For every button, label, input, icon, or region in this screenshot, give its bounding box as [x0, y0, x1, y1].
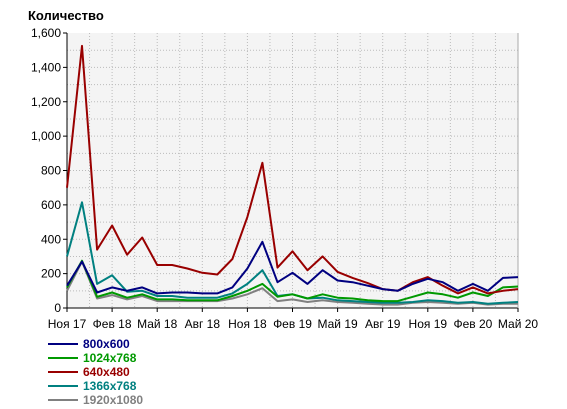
- y-tick-label: 400: [41, 232, 61, 246]
- x-tick-label: Ноя 17: [48, 317, 87, 331]
- legend-label-1366x768: 1366x768: [83, 379, 137, 393]
- legend-label-1920x1080: 1920x1080: [83, 393, 144, 407]
- legend-item-1024x768: 1024x768: [48, 351, 143, 365]
- y-tick-label: 800: [41, 164, 61, 178]
- legend-swatch-640x480: [48, 371, 78, 373]
- y-tick-label: 1,200: [31, 95, 61, 109]
- series-line-800x600: [66, 240, 519, 295]
- legend-label-640x480: 640x480: [83, 365, 130, 379]
- legend-swatch-1920x1080: [48, 399, 78, 401]
- legend-swatch-800x600: [48, 343, 78, 345]
- legend-swatch-1366x768: [48, 385, 78, 387]
- legend-label-1024x768: 1024x768: [83, 351, 137, 365]
- x-tick-label: Фев 19: [273, 317, 312, 331]
- y-tick-label: 600: [41, 198, 61, 212]
- x-tick-label: Ноя 18: [228, 317, 267, 331]
- x-tick-label: Май 20: [498, 317, 539, 331]
- series-lines: [66, 44, 519, 306]
- grid: [67, 33, 518, 308]
- y-tick-label: 0: [54, 301, 61, 315]
- y-ticks: 0 200 400 600 800 1,000 1,200 1,400 1,600: [31, 26, 67, 315]
- y-axis-title: Количество: [28, 8, 104, 23]
- x-tick-label: Ноя 19: [409, 317, 448, 331]
- legend: 800x600 1024x768 640x480 1366x768 1920x1…: [48, 337, 143, 407]
- x-tick-label: Авг 18: [185, 317, 221, 331]
- y-tick-label: 1,400: [31, 60, 61, 74]
- legend-item-1920x1080: 1920x1080: [48, 393, 143, 407]
- series-line-640x480: [66, 44, 519, 295]
- legend-label-800x600: 800x600: [83, 337, 130, 351]
- y-tick-label: 200: [41, 267, 61, 281]
- x-ticks: Ноя 17 Фев 18 Май 18 Авг 18 Ноя 18 Фев 19 Май …: [48, 308, 539, 331]
- x-tick-label: Фев 20: [453, 317, 492, 331]
- legend-item-640x480: 640x480: [48, 365, 143, 379]
- series-line-1024x768: [66, 259, 519, 303]
- y-tick-label: 1,000: [31, 129, 61, 143]
- legend-swatch-1024x768: [48, 357, 78, 359]
- x-tick-label: Май 19: [317, 317, 358, 331]
- y-tick-label: 1,600: [31, 26, 61, 40]
- legend-item-1366x768: 1366x768: [48, 379, 143, 393]
- x-tick-label: Авг 19: [365, 317, 401, 331]
- legend-item-800x600: 800x600: [48, 337, 143, 351]
- x-tick-label: Май 18: [137, 317, 178, 331]
- x-tick-label: Фев 18: [93, 317, 132, 331]
- series-line-1920x1080: [66, 260, 518, 306]
